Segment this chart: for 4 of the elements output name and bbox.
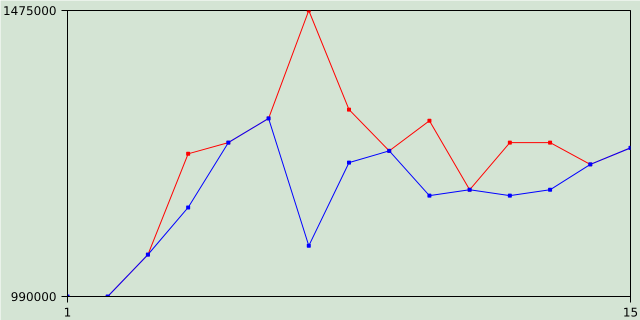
x-tick-label: 15 bbox=[622, 306, 638, 320]
y-tick-label: 990000 bbox=[10, 290, 57, 304]
x-tick-label: 1 bbox=[64, 306, 72, 320]
y-tick-label: 1475000 bbox=[3, 4, 57, 18]
